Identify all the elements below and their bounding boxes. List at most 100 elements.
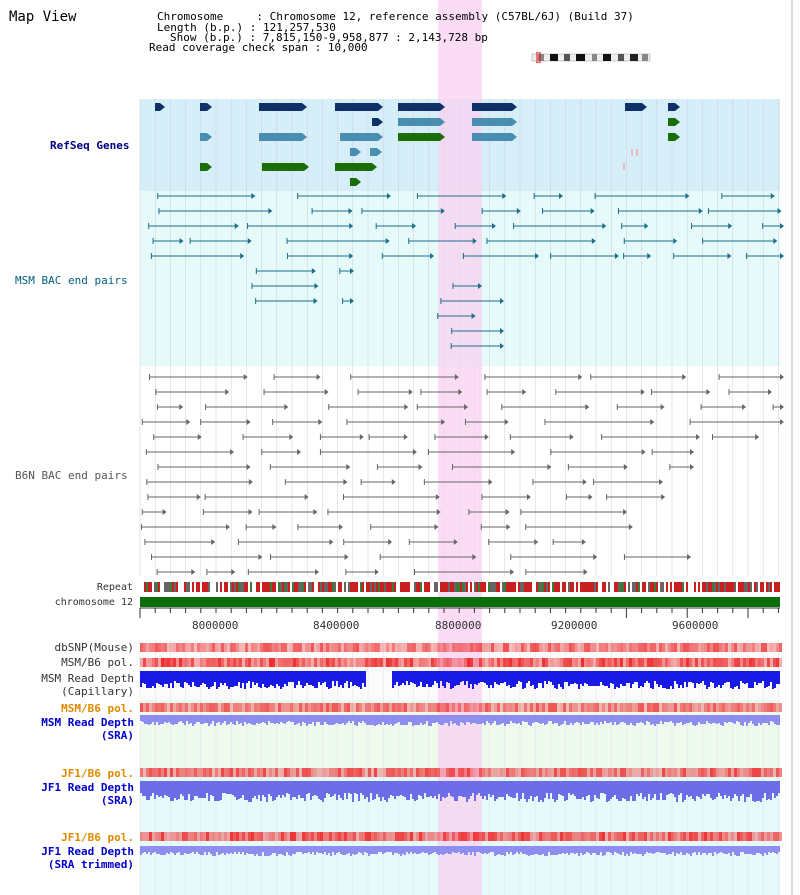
gene-feature[interactable] — [398, 133, 440, 141]
heat-cell — [635, 658, 638, 667]
heat-cell — [740, 832, 743, 841]
gene-feature[interactable] — [398, 103, 440, 111]
gene-arrow[interactable] — [512, 118, 517, 126]
gene-feature[interactable] — [350, 178, 356, 186]
depth-bar — [440, 846, 442, 854]
heat-cell — [233, 643, 236, 652]
gene-feature[interactable] — [472, 118, 512, 126]
heat-cell — [740, 643, 743, 652]
heat-cell — [236, 703, 239, 712]
gene-feature[interactable] — [668, 103, 675, 111]
gene-feature[interactable] — [472, 103, 512, 111]
gene-arrow[interactable] — [378, 118, 383, 126]
depth-bar — [292, 846, 294, 854]
heat-cell — [485, 703, 488, 712]
depth-bar — [180, 781, 182, 794]
heat-cell — [665, 832, 668, 841]
gene-arrow[interactable] — [207, 103, 212, 111]
gene-feature[interactable] — [335, 103, 378, 111]
gene-arrow[interactable] — [378, 133, 383, 141]
heat-cell — [383, 768, 386, 777]
gene-arrow[interactable] — [304, 163, 309, 171]
heat-cell — [161, 658, 164, 667]
repeat-block — [768, 582, 770, 592]
gene-arrow[interactable] — [356, 148, 361, 156]
heat-cell — [527, 703, 530, 712]
heat-cell — [539, 832, 542, 841]
heat-cell — [614, 768, 617, 777]
heat-cell — [572, 658, 575, 667]
gene-arrow[interactable] — [512, 103, 517, 111]
depth-bar — [568, 846, 570, 855]
gene-arrow[interactable] — [440, 103, 445, 111]
gene-arrow[interactable] — [377, 148, 382, 156]
gene-feature[interactable] — [335, 163, 372, 171]
gene-arrow[interactable] — [207, 163, 212, 171]
depth-bar — [558, 715, 560, 726]
gene-feature[interactable] — [398, 118, 440, 126]
depth-bar — [468, 715, 470, 722]
heat-cell — [155, 643, 158, 652]
gene-arrow[interactable] — [675, 118, 680, 126]
heat-cell — [680, 768, 683, 777]
gene-arrow[interactable] — [378, 103, 383, 111]
gene-arrow[interactable] — [302, 133, 307, 141]
gene-arrow[interactable] — [675, 133, 680, 141]
depth-bar — [420, 846, 422, 853]
depth-bar — [624, 846, 626, 856]
gene-arrow[interactable] — [675, 103, 680, 111]
depth-bar — [626, 671, 628, 683]
gene-feature[interactable] — [340, 133, 378, 141]
gene-arrow[interactable] — [356, 178, 361, 186]
bac-end — [248, 479, 253, 485]
depth-bar — [340, 671, 342, 685]
gene-arrow[interactable] — [372, 163, 377, 171]
heat-cell — [689, 832, 692, 841]
depth-bar — [456, 671, 458, 685]
depth-bar — [526, 715, 528, 722]
gene-arrow[interactable] — [207, 133, 212, 141]
gene-arrow[interactable] — [512, 133, 517, 141]
gene-feature[interactable] — [370, 148, 377, 156]
depth-bar — [662, 781, 664, 800]
repeat-block — [664, 582, 666, 592]
gene-feature[interactable] — [200, 133, 207, 141]
gene-feature[interactable] — [472, 133, 512, 141]
gene-feature[interactable] — [155, 103, 160, 111]
depth-bar — [238, 846, 240, 852]
depth-bar — [374, 846, 376, 854]
gene-feature[interactable] — [259, 133, 302, 141]
depth-bar — [580, 846, 582, 853]
ideogram-icon[interactable] — [530, 52, 652, 63]
gene-feature[interactable] — [200, 103, 207, 111]
depth-bar — [494, 781, 496, 801]
depth-bar — [184, 671, 186, 682]
depth-bar — [500, 671, 502, 683]
heat-cell — [227, 703, 230, 712]
depth-bar — [200, 671, 202, 685]
gene-feature[interactable] — [259, 103, 302, 111]
gene-arrow[interactable] — [642, 103, 647, 111]
bac-end — [728, 223, 733, 229]
depth-bar — [218, 846, 220, 855]
gene-feature[interactable] — [262, 163, 304, 171]
gene-arrow[interactable] — [440, 118, 445, 126]
gene-feature[interactable] — [668, 133, 675, 141]
gene-feature[interactable] — [350, 148, 356, 156]
gene-feature[interactable] — [625, 103, 642, 111]
gene-feature[interactable] — [200, 163, 207, 171]
bac-end — [658, 479, 663, 485]
heat-cell — [716, 832, 719, 841]
depth-bar — [306, 846, 308, 853]
gene-feature[interactable] — [372, 118, 378, 126]
depth-bar — [426, 781, 428, 797]
selection-highlight[interactable] — [438, 0, 482, 895]
gene-arrow[interactable] — [440, 133, 445, 141]
heat-cell — [560, 658, 563, 667]
depth-bar — [316, 846, 318, 852]
heat-cell — [506, 768, 509, 777]
gene-arrow[interactable] — [302, 103, 307, 111]
repeat-block — [524, 582, 526, 592]
gene-arrow[interactable] — [160, 103, 165, 111]
gene-feature[interactable] — [668, 118, 675, 126]
